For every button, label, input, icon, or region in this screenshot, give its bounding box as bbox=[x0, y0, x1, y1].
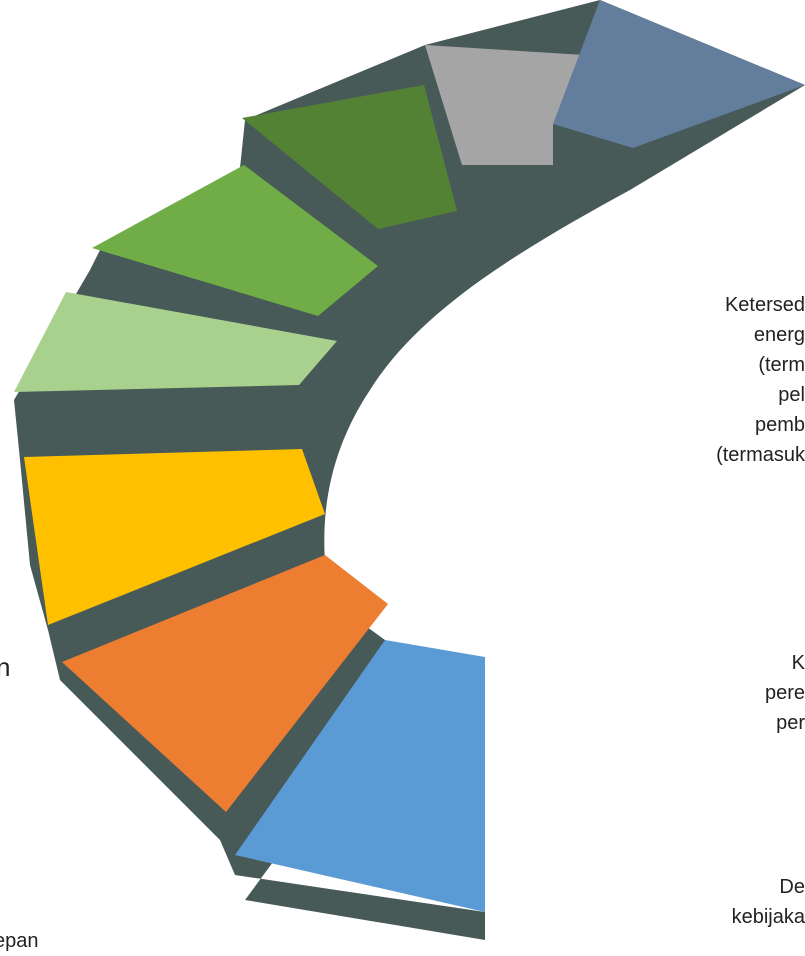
gray-step bbox=[425, 45, 600, 165]
label-line: energ bbox=[753, 324, 805, 346]
label-line: pel bbox=[778, 384, 805, 406]
green-step bbox=[92, 165, 378, 316]
blue-step bbox=[235, 640, 485, 912]
dark-green-step bbox=[242, 85, 457, 229]
label-line: (termasuk bbox=[716, 444, 805, 466]
label-line: K bbox=[791, 652, 805, 674]
orange-step bbox=[62, 555, 388, 812]
label-line: (term bbox=[758, 354, 805, 376]
label-line: kebijaka bbox=[731, 906, 805, 928]
label-line: Ketersed bbox=[724, 294, 805, 316]
light-green-step bbox=[14, 292, 337, 392]
label-line: De bbox=[779, 876, 805, 898]
label-left-mark: n bbox=[0, 652, 11, 682]
label-line: pere bbox=[764, 682, 805, 704]
label-bottom: De kebijaka bbox=[645, 872, 805, 932]
slate-step bbox=[553, 0, 805, 148]
label-top: Ketersed energ (term pel pemb (termasuk bbox=[475, 290, 805, 470]
label-line: pemb bbox=[754, 414, 805, 436]
label-line: per bbox=[776, 712, 805, 734]
label-left-bottom: epan bbox=[0, 930, 39, 952]
yellow-step bbox=[24, 449, 325, 625]
